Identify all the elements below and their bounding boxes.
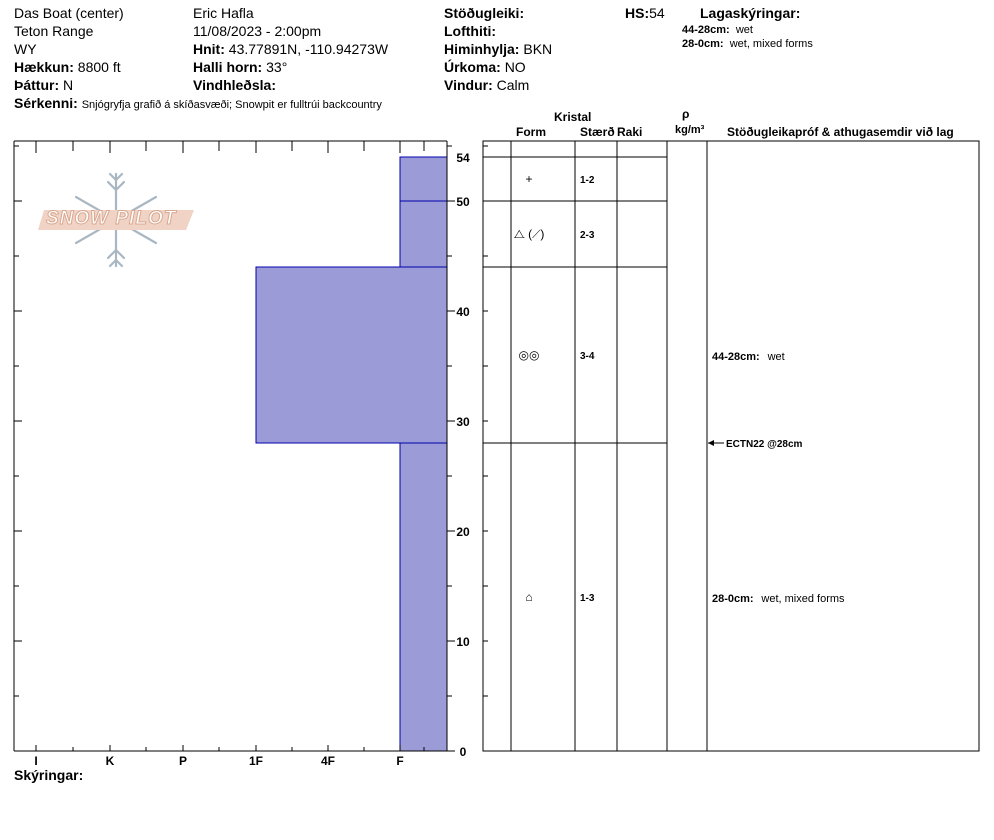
x-tick-label: K (106, 754, 115, 768)
grain-form-symbol: ⧍ (⟋) (514, 227, 545, 241)
grain-form-symbol: ◎◎ (519, 348, 540, 362)
location: Das Boat (center) (14, 5, 124, 21)
y-tick-label: 40 (456, 305, 470, 319)
wind: Vindur: Calm (444, 76, 529, 94)
layer-note-text: wet (735, 24, 753, 36)
y-tick-label: 50 (456, 195, 470, 209)
layer-note-text: wet, mixed forms (729, 38, 813, 50)
layer-comment-text: wet, mixed forms (760, 593, 845, 605)
layer-notes-title: Lagaskýringar: (700, 5, 801, 21)
precip-label: Úrkoma: (444, 59, 501, 75)
sky-label: Himinhylja: (444, 41, 520, 57)
elevation-value: 8800 ft (77, 59, 121, 75)
col-density-unit: kg/m³ (675, 124, 705, 136)
hs-value: 54 (649, 5, 665, 21)
precip-value: NO (504, 59, 526, 75)
col-tests: Stöðugleikapróf & athugasemdir við lag (727, 125, 954, 139)
elevation: Hækkun: 8800 ft (14, 58, 121, 76)
stability-label: Stöðugleiki: (444, 5, 525, 21)
y-tick-label: 30 (456, 415, 470, 429)
grain-size: 1-3 (580, 593, 595, 604)
windload-label: Vindhleðsla: (193, 77, 276, 93)
precip: Úrkoma: NO (444, 58, 526, 76)
hardness-bar (399, 200, 448, 268)
layer-comment-range: 28-0cm: (712, 593, 754, 605)
x-tick-label: 1F (249, 754, 263, 768)
sky: Himinhylja: BKN (444, 40, 552, 58)
aspect-value: N (63, 77, 74, 93)
col-size: Stærð (580, 125, 615, 139)
test-arrow-head (708, 440, 714, 446)
sky-value: BKN (523, 41, 553, 57)
grain-size: 2-3 (580, 230, 595, 241)
y-tick-label: 10 (456, 635, 470, 649)
y-tick-label: 0 (460, 745, 467, 759)
layer-note: 28-0cm: wet, mixed forms (682, 38, 813, 50)
features: Sérkenni: Snjógryfja grafið á skíðasvæði… (14, 94, 382, 114)
layer-note: 44-28cm: wet (682, 24, 753, 36)
coords: Hnit: 43.77891N, -110.94273W (193, 40, 388, 58)
aspect-label: Þáttur: (14, 77, 60, 93)
x-tick-label: I (34, 754, 37, 768)
y-tick-label: 54 (456, 151, 470, 165)
col-density-symbol: ρ (682, 107, 690, 121)
grain-size: 3-4 (580, 351, 595, 362)
logo-text: SNOW PILOT (45, 208, 177, 230)
x-tick-label: F (396, 754, 403, 768)
layer-note-range: 28-0cm: (682, 38, 724, 50)
wind-value: Calm (496, 77, 530, 93)
stability: Stöðugleiki: (444, 4, 524, 22)
slope: Halli horn: 33° (193, 58, 287, 76)
features-value: Snjógryfja grafið á skíðasvæði; Snowpit … (81, 99, 382, 111)
snowpilot-logo: SNOW PILOT (36, 170, 196, 270)
windload: Vindhleðsla: (193, 76, 276, 94)
crystal-title: Kristal (554, 110, 592, 124)
airtemp: Lofthiti: (444, 22, 496, 40)
coords-label: Hnit: (193, 41, 225, 57)
elevation-label: Hækkun: (14, 59, 74, 75)
features-label: Sérkenni: (14, 95, 78, 111)
footer-label: Skýringar: (14, 767, 84, 783)
hs: HS:54 (625, 4, 665, 22)
layer-comment-text: wet (767, 351, 785, 363)
layer-note-range: 44-28cm: (682, 24, 730, 36)
airtemp-label: Lofthiti: (444, 23, 497, 39)
hardness-bar (399, 442, 448, 752)
grain-form-symbol: + (525, 172, 532, 186)
hs-label: HS: (625, 5, 650, 21)
slope-value: 33° (266, 59, 288, 75)
observer: Eric Hafla (193, 5, 254, 21)
col-moisture: Raki (617, 125, 643, 139)
snowflake-icon (38, 172, 194, 268)
wind-label: Vindur: (444, 77, 493, 93)
aspect: Þáttur: N (14, 76, 73, 94)
slope-label: Halli horn: (193, 59, 263, 75)
col-form: Form (516, 125, 546, 139)
hardness-bar (399, 156, 448, 202)
datetime: 11/08/2023 - 2:00pm (193, 23, 322, 39)
hardness-bar (255, 266, 448, 444)
y-tick-label: 20 (456, 525, 470, 539)
grain-form-symbol: ⌂ (525, 590, 532, 604)
grain-size: 1-2 (580, 175, 595, 186)
x-tick-label: 4F (321, 754, 335, 768)
mountain-range: Teton Range (14, 23, 94, 39)
stability-test-label: ECTN22 @28cm (726, 439, 803, 450)
layer-table-frame (482, 140, 980, 752)
state: WY (14, 41, 37, 57)
layer-comment-range: 44-28cm: (712, 351, 760, 363)
coords-value: 43.77891N, -110.94273W (228, 41, 389, 57)
x-tick-label: P (179, 754, 187, 768)
